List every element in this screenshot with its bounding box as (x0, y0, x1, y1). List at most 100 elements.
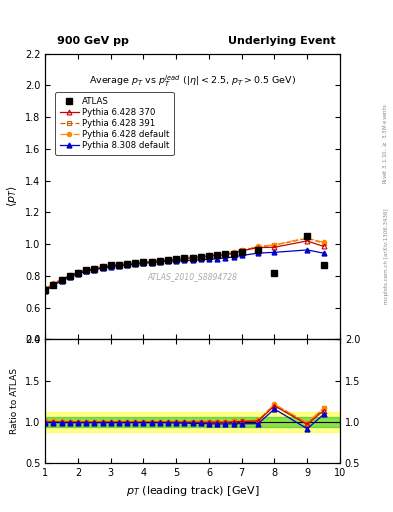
Pythia 8.308 default (149, 260, 154, 266)
Line: Pythia 6.428 default: Pythia 6.428 default (43, 236, 326, 291)
Pythia 6.428 370 (321, 243, 326, 249)
Pythia 6.428 391 (166, 257, 171, 263)
ATLAS (75, 269, 80, 275)
Pythia 6.428 370 (59, 277, 64, 283)
Pythia 6.428 370 (92, 266, 97, 272)
Pythia 6.428 391 (174, 256, 178, 262)
Pythia 6.428 default (321, 240, 326, 246)
Pythia 8.308 default (223, 255, 228, 261)
Pythia 8.308 default (174, 258, 178, 264)
Pythia 6.428 default (92, 265, 97, 271)
Pythia 6.428 391 (207, 252, 211, 259)
Pythia 8.308 default (215, 255, 219, 262)
Pythia 6.428 default (84, 267, 88, 273)
Pythia 8.308 default (198, 257, 203, 263)
ATLAS (68, 273, 72, 279)
Pythia 8.308 default (239, 252, 244, 259)
Text: Rivet 3.1.10, $\geq$ 3.3M events: Rivet 3.1.10, $\geq$ 3.3M events (382, 103, 389, 184)
Pythia 6.428 391 (51, 281, 56, 287)
Pythia 6.428 default (43, 285, 48, 291)
Pythia 8.308 default (125, 262, 129, 268)
Pythia 6.428 370 (198, 254, 203, 260)
Pythia 6.428 391 (68, 272, 72, 279)
Pythia 6.428 391 (43, 286, 48, 292)
ATLAS (51, 282, 56, 288)
Pythia 6.428 370 (100, 264, 105, 270)
Pythia 6.428 370 (51, 282, 56, 288)
Pythia 6.428 default (51, 281, 56, 287)
ATLAS (100, 264, 105, 270)
ATLAS (149, 259, 154, 265)
Pythia 6.428 370 (166, 257, 171, 263)
ATLAS (108, 263, 113, 269)
Legend: ATLAS, Pythia 6.428 370, Pythia 6.428 391, Pythia 6.428 default, Pythia 8.308 de: ATLAS, Pythia 6.428 370, Pythia 6.428 39… (55, 92, 174, 155)
Pythia 6.428 370 (84, 267, 88, 273)
Pythia 6.428 default (174, 255, 178, 262)
Pythia 6.428 default (182, 254, 187, 261)
Line: ATLAS: ATLAS (42, 233, 326, 293)
Pythia 6.428 370 (305, 238, 310, 244)
Pythia 6.428 391 (239, 247, 244, 253)
Pythia 6.428 391 (84, 267, 88, 273)
Pythia 6.428 370 (215, 252, 219, 259)
Pythia 6.428 391 (133, 260, 138, 266)
Bar (45, 417, 340, 427)
ATLAS (198, 253, 203, 260)
Pythia 6.428 391 (305, 236, 310, 242)
Pythia 6.428 default (223, 251, 228, 257)
Pythia 6.428 391 (198, 253, 203, 260)
ATLAS (272, 269, 277, 275)
Pythia 6.428 default (239, 247, 244, 253)
ATLAS (141, 259, 146, 265)
Pythia 6.428 default (166, 256, 171, 262)
Pythia 6.428 391 (59, 276, 64, 282)
Pythia 6.428 default (272, 242, 277, 248)
Line: Pythia 8.308 default: Pythia 8.308 default (43, 247, 326, 293)
Pythia 8.308 default (272, 249, 277, 255)
ATLAS (166, 257, 171, 263)
ATLAS (158, 258, 162, 264)
Pythia 6.428 391 (190, 254, 195, 260)
Line: Pythia 6.428 370: Pythia 6.428 370 (43, 239, 326, 292)
Pythia 6.428 370 (239, 248, 244, 254)
Bar (45, 412, 340, 432)
ATLAS (305, 233, 310, 239)
Pythia 6.428 default (149, 258, 154, 264)
ATLAS (223, 251, 228, 258)
ATLAS (256, 247, 261, 253)
Pythia 6.428 default (108, 262, 113, 268)
Pythia 6.428 default (59, 276, 64, 282)
Y-axis label: Ratio to ATLAS: Ratio to ATLAS (10, 368, 19, 434)
Pythia 6.428 default (198, 253, 203, 259)
Pythia 6.428 370 (108, 263, 113, 269)
X-axis label: $p_T$ (leading track) [GeV]: $p_T$ (leading track) [GeV] (126, 484, 259, 498)
Pythia 6.428 default (116, 261, 121, 267)
ATLAS (215, 252, 219, 258)
Pythia 6.428 default (100, 263, 105, 269)
ATLAS (174, 256, 178, 262)
Pythia 8.308 default (75, 271, 80, 277)
Pythia 6.428 default (305, 234, 310, 241)
Text: mcplots.cern.ch [arXiv:1306.3436]: mcplots.cern.ch [arXiv:1306.3436] (384, 208, 389, 304)
ATLAS (321, 263, 326, 269)
Pythia 6.428 370 (174, 257, 178, 263)
Pythia 6.428 391 (158, 258, 162, 264)
Pythia 6.428 370 (272, 244, 277, 250)
Pythia 6.428 default (141, 259, 146, 265)
Pythia 6.428 default (75, 269, 80, 275)
Pythia 8.308 default (84, 268, 88, 274)
Pythia 8.308 default (51, 283, 56, 289)
Pythia 6.428 370 (43, 287, 48, 293)
Y-axis label: $\langle p_T \rangle$: $\langle p_T \rangle$ (5, 185, 19, 207)
Pythia 6.428 default (125, 260, 129, 266)
Pythia 8.308 default (190, 257, 195, 263)
Pythia 6.428 391 (321, 240, 326, 246)
Pythia 6.428 370 (141, 260, 146, 266)
Pythia 6.428 391 (108, 262, 113, 268)
Pythia 6.428 370 (223, 251, 228, 258)
Pythia 6.428 391 (125, 261, 129, 267)
Pythia 6.428 default (207, 252, 211, 259)
Pythia 6.428 370 (149, 259, 154, 265)
Pythia 6.428 391 (272, 242, 277, 248)
Pythia 6.428 370 (231, 250, 236, 257)
